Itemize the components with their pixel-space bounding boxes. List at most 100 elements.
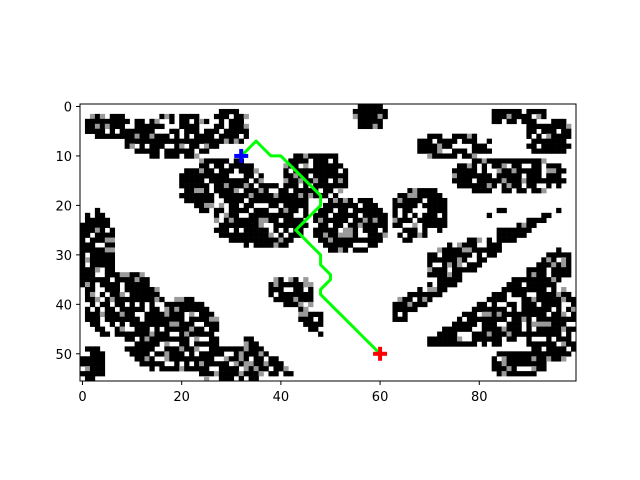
obstacle-cell: [486, 321, 492, 327]
obstacle-cell: [561, 336, 567, 342]
obstacle-cell: [139, 346, 145, 352]
obstacle-cell: [541, 361, 547, 367]
obstacle-cell: [194, 197, 200, 204]
obstacle-cell: [422, 148, 428, 154]
obstacle-cell: [466, 341, 473, 347]
obstacle-cell: [263, 217, 269, 224]
obstacle-cell: [337, 247, 344, 253]
obstacle-cell: [248, 376, 254, 381]
obstacle-cell: [293, 197, 299, 204]
obstacle-cell: [144, 291, 150, 298]
obstacle-cell: [496, 361, 502, 367]
obstacle-cell: [84, 366, 91, 372]
obstacle-cell: [561, 296, 567, 303]
obstacle-cell: [213, 128, 220, 134]
obstacle-cell: [516, 282, 522, 288]
obstacle-cell: [486, 296, 492, 303]
obstacle-cell: [536, 291, 542, 298]
obstacle-cell: [114, 287, 120, 293]
obstacle-cell: [228, 212, 235, 219]
x-tick-label: 60: [372, 390, 389, 405]
obstacle-cell: [99, 257, 106, 263]
obstacle-cell: [129, 138, 135, 144]
obstacle-cell: [263, 366, 269, 372]
obstacle-cell: [144, 321, 150, 327]
obstacle-cell: [99, 123, 106, 130]
obstacle-cell: [566, 336, 572, 342]
obstacle-cell: [546, 356, 552, 362]
obstacle-cell: [526, 113, 532, 120]
obstacle-cell: [511, 183, 517, 189]
obstacle-cell: [194, 336, 200, 342]
obstacle-cell: [84, 277, 91, 283]
obstacle-cell: [104, 282, 111, 288]
obstacle-cell: [94, 212, 101, 219]
obstacle-cell: [471, 173, 478, 179]
obstacle-cell: [144, 282, 150, 288]
obstacle-cell: [491, 311, 497, 317]
obstacle-cell: [184, 133, 190, 139]
obstacle-cell: [243, 242, 249, 248]
obstacle-cell: [129, 311, 135, 317]
y-tick-label: 50: [55, 348, 72, 363]
obstacle-cell: [268, 371, 274, 377]
obstacle-cell: [273, 277, 279, 283]
obstacle-cell: [461, 138, 468, 144]
obstacle-cell: [536, 366, 542, 372]
obstacle-cell: [432, 188, 438, 194]
obstacle-cell: [104, 277, 111, 283]
obstacle-cell: [248, 232, 254, 238]
obstacle-cell: [442, 267, 448, 273]
obstacle-cell: [238, 361, 244, 367]
obstacle-cell: [536, 163, 542, 169]
obstacle-cell: [124, 306, 130, 313]
obstacle-cell: [402, 316, 408, 322]
obstacle-cell: [258, 173, 264, 179]
obstacle-cell: [313, 193, 319, 199]
obstacle-cell: [134, 118, 140, 125]
obstacle-cell: [496, 207, 502, 214]
obstacle-cell: [238, 118, 244, 125]
obstacle-cell: [80, 242, 86, 248]
obstacle-cell: [541, 301, 547, 308]
obstacle-cell: [481, 257, 488, 263]
obstacle-cell: [506, 158, 512, 164]
obstacle-cell: [248, 346, 254, 352]
obstacle-cell: [129, 346, 135, 352]
obstacle-cell: [233, 207, 240, 214]
obstacle-cell: [119, 291, 125, 298]
obstacle-cell: [432, 272, 438, 278]
obstacle-cell: [84, 291, 91, 298]
obstacle-cell: [154, 351, 160, 357]
obstacle-cell: [461, 321, 468, 327]
obstacle-cell: [342, 232, 349, 238]
obstacle-cell: [536, 123, 542, 130]
obstacle-cell: [471, 242, 478, 248]
obstacle-cell: [124, 296, 130, 303]
obstacle-cell: [199, 183, 205, 189]
obstacle-cell: [243, 356, 249, 362]
obstacle-cell: [546, 257, 552, 263]
obstacle-cell: [392, 301, 398, 308]
obstacle-cell: [238, 222, 244, 228]
obstacle-cell: [164, 148, 170, 154]
obstacle-cell: [531, 222, 537, 228]
obstacle-cell: [119, 321, 125, 327]
obstacle-cell: [258, 346, 264, 352]
obstacle-cell: [134, 128, 140, 134]
obstacle-cell: [149, 138, 155, 144]
obstacle-cell: [179, 183, 185, 189]
obstacle-cell: [357, 123, 364, 130]
obstacle-cell: [278, 296, 284, 303]
obstacle-cell: [288, 296, 294, 303]
obstacle-cell: [501, 158, 507, 164]
obstacle-cell: [491, 242, 497, 248]
obstacle-cell: [491, 247, 497, 253]
obstacle-cell: [328, 247, 334, 253]
obstacle-cell: [114, 316, 120, 322]
obstacle-cell: [511, 311, 517, 317]
obstacle-cell: [506, 227, 512, 233]
obstacle-cell: [328, 153, 334, 159]
obstacle-cell: [551, 168, 557, 174]
obstacle-cell: [437, 282, 443, 288]
